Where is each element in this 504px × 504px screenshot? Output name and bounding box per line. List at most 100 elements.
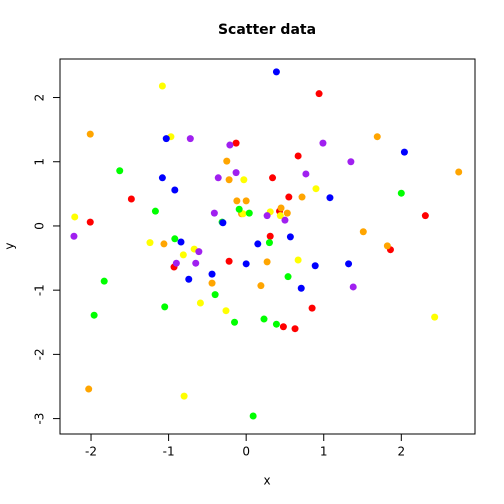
point [232, 139, 240, 147]
point [312, 185, 320, 193]
point [349, 283, 357, 291]
point [222, 307, 230, 315]
x-axis-label: x [263, 474, 270, 488]
point [214, 174, 222, 182]
point [291, 325, 299, 333]
point [266, 232, 274, 240]
x-tick-label: 1 [320, 445, 328, 459]
point [172, 259, 180, 267]
point [196, 299, 204, 307]
plot-frame [59, 58, 476, 435]
point [397, 189, 405, 197]
point [210, 209, 218, 217]
point [177, 238, 185, 246]
y-tick-label: -1 [33, 284, 47, 296]
point [315, 90, 323, 98]
point [347, 158, 355, 166]
point [383, 242, 391, 250]
point [186, 135, 194, 143]
point [308, 304, 316, 312]
point [86, 218, 94, 226]
point [281, 216, 289, 224]
point [151, 207, 159, 215]
y-tick-label: -3 [33, 413, 47, 425]
point [158, 174, 166, 182]
point [223, 157, 231, 165]
point [171, 186, 179, 194]
point [455, 168, 463, 176]
point [319, 139, 327, 147]
point [158, 82, 166, 90]
point [285, 193, 293, 201]
point [116, 167, 124, 175]
point [100, 277, 108, 285]
chart-title: Scatter data [218, 22, 316, 38]
point [192, 259, 200, 267]
point [263, 258, 271, 266]
x-tick-label: 0 [242, 445, 250, 459]
point [162, 135, 170, 143]
point [345, 260, 353, 268]
point [277, 204, 285, 212]
point [421, 212, 429, 220]
point [431, 313, 439, 321]
point [208, 279, 216, 287]
point [195, 248, 203, 256]
point [254, 240, 262, 248]
point [86, 130, 94, 138]
point [208, 270, 216, 278]
point [283, 209, 291, 217]
point [235, 205, 243, 213]
point [225, 257, 233, 265]
point [373, 133, 381, 141]
y-axis-label: y [3, 242, 17, 249]
point [242, 197, 250, 205]
point [279, 323, 287, 331]
point [257, 282, 265, 290]
point [180, 392, 188, 400]
point [294, 256, 302, 264]
point [240, 176, 248, 184]
point [249, 412, 257, 420]
point [400, 148, 408, 156]
point [127, 195, 135, 203]
point [161, 303, 169, 311]
point [231, 318, 239, 326]
point [297, 284, 305, 292]
point [298, 193, 306, 201]
point [179, 251, 187, 259]
x-tick-label: -1 [163, 445, 175, 459]
x-tick-label: 2 [397, 445, 405, 459]
point [211, 291, 219, 299]
y-tick-label: 0 [33, 222, 47, 230]
point [242, 260, 250, 268]
point [85, 385, 93, 393]
point [260, 315, 268, 323]
point [272, 68, 280, 76]
point [326, 194, 334, 202]
point [146, 239, 154, 247]
point [311, 262, 319, 270]
point [286, 233, 294, 241]
point [269, 174, 277, 182]
point [276, 212, 284, 220]
x-tick-label: -2 [85, 445, 97, 459]
point [302, 170, 310, 178]
point [263, 212, 271, 220]
point [71, 213, 79, 221]
point [272, 320, 280, 328]
y-tick-label: 1 [33, 158, 47, 166]
point [185, 275, 193, 283]
point [171, 235, 179, 243]
point [160, 240, 168, 248]
point [225, 176, 233, 184]
y-tick-label: -2 [33, 348, 47, 360]
point [219, 219, 227, 227]
point [359, 228, 367, 236]
point [232, 169, 240, 177]
point [233, 197, 241, 205]
point [265, 239, 273, 247]
point [245, 209, 253, 217]
